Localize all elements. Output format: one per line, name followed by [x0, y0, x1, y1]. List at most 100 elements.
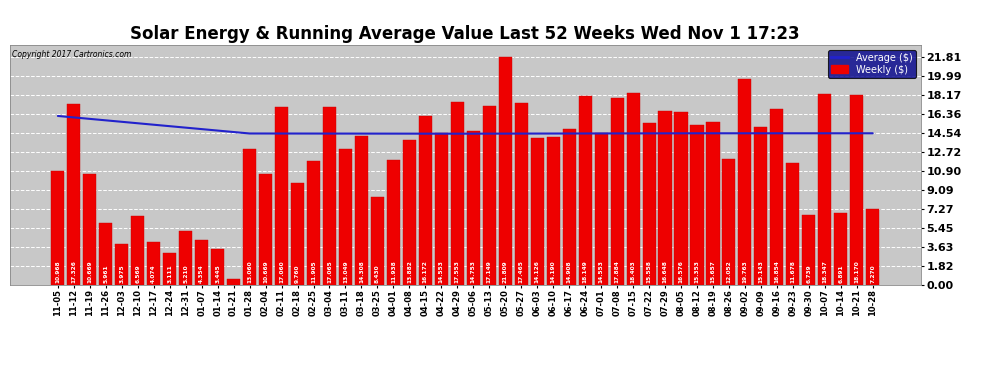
Text: 3.111: 3.111: [167, 265, 172, 284]
Bar: [339, 149, 352, 285]
Text: 10.968: 10.968: [55, 261, 60, 284]
Text: 13.882: 13.882: [407, 261, 412, 284]
Bar: [51, 171, 64, 285]
Text: 6.569: 6.569: [136, 265, 141, 284]
Bar: [723, 159, 736, 285]
Text: 14.308: 14.308: [359, 261, 364, 284]
Text: 5.961: 5.961: [103, 265, 108, 284]
Bar: [259, 174, 272, 285]
Bar: [115, 243, 129, 285]
Bar: [611, 98, 624, 285]
Text: 11.938: 11.938: [391, 261, 396, 284]
Text: 19.763: 19.763: [742, 261, 747, 284]
Text: 16.576: 16.576: [678, 261, 683, 284]
Bar: [275, 107, 288, 285]
Bar: [354, 136, 368, 285]
Bar: [499, 57, 512, 285]
Bar: [515, 103, 528, 285]
Text: 4.354: 4.354: [199, 265, 204, 284]
Bar: [291, 183, 304, 285]
Bar: [211, 249, 224, 285]
Text: 21.809: 21.809: [503, 261, 508, 284]
Text: 9.760: 9.760: [295, 265, 300, 284]
Bar: [163, 252, 176, 285]
Text: 18.347: 18.347: [823, 261, 828, 284]
Text: 13.049: 13.049: [343, 261, 347, 284]
Text: 12.052: 12.052: [727, 261, 732, 284]
Text: 17.065: 17.065: [327, 261, 332, 284]
Bar: [643, 123, 655, 285]
Bar: [148, 243, 160, 285]
Text: 14.753: 14.753: [471, 261, 476, 284]
Bar: [786, 163, 799, 285]
Text: 17.884: 17.884: [615, 261, 620, 284]
Text: 17.326: 17.326: [71, 261, 76, 284]
Text: 15.657: 15.657: [711, 261, 716, 284]
Text: 13.060: 13.060: [248, 261, 252, 284]
Text: 16.172: 16.172: [423, 261, 428, 284]
Text: 15.143: 15.143: [758, 261, 763, 284]
Text: 3.445: 3.445: [215, 265, 220, 284]
Bar: [595, 133, 608, 285]
Bar: [531, 138, 544, 285]
Bar: [67, 104, 80, 285]
Bar: [690, 125, 704, 285]
Text: 15.353: 15.353: [695, 261, 700, 284]
Bar: [835, 213, 847, 285]
Bar: [819, 93, 832, 285]
Text: 14.126: 14.126: [535, 261, 540, 284]
Bar: [227, 279, 241, 285]
Text: 17.149: 17.149: [487, 261, 492, 284]
Bar: [466, 131, 480, 285]
Bar: [99, 223, 112, 285]
Text: 16.854: 16.854: [774, 261, 779, 284]
Bar: [483, 106, 496, 285]
Bar: [627, 93, 640, 285]
Bar: [419, 116, 432, 285]
Bar: [307, 161, 320, 285]
Bar: [450, 102, 464, 285]
Text: 5.210: 5.210: [183, 265, 188, 284]
Bar: [802, 214, 816, 285]
Text: 3.975: 3.975: [119, 265, 125, 284]
Title: Solar Energy & Running Average Value Last 52 Weeks Wed Nov 1 17:23: Solar Energy & Running Average Value Las…: [131, 26, 800, 44]
Bar: [658, 111, 671, 285]
Bar: [435, 133, 447, 285]
Text: 14.553: 14.553: [599, 261, 604, 284]
Bar: [403, 140, 416, 285]
Text: 8.430: 8.430: [375, 265, 380, 284]
Text: 18.403: 18.403: [631, 261, 636, 284]
Text: 7.270: 7.270: [870, 265, 875, 284]
Legend: Average ($), Weekly ($): Average ($), Weekly ($): [828, 50, 916, 78]
Bar: [562, 129, 576, 285]
Bar: [195, 240, 208, 285]
Bar: [707, 122, 720, 285]
Text: 14.908: 14.908: [566, 261, 571, 284]
Text: 6.891: 6.891: [839, 265, 843, 284]
Bar: [739, 79, 751, 285]
Text: 11.678: 11.678: [790, 261, 795, 284]
Bar: [371, 197, 384, 285]
Bar: [323, 107, 336, 285]
Bar: [674, 112, 688, 285]
Bar: [754, 127, 767, 285]
Bar: [387, 160, 400, 285]
Text: 17.465: 17.465: [519, 261, 524, 284]
Text: 6.739: 6.739: [806, 265, 812, 284]
Text: Copyright 2017 Cartronics.com: Copyright 2017 Cartronics.com: [12, 50, 131, 59]
Text: 18.149: 18.149: [583, 261, 588, 284]
Text: 17.060: 17.060: [279, 261, 284, 284]
Text: 14.190: 14.190: [550, 261, 555, 284]
Text: 11.905: 11.905: [311, 261, 316, 284]
Text: 10.669: 10.669: [87, 261, 92, 284]
Text: 17.553: 17.553: [454, 261, 459, 284]
Text: 16.648: 16.648: [662, 261, 667, 284]
Bar: [770, 109, 783, 285]
Bar: [243, 149, 256, 285]
Text: 10.669: 10.669: [263, 261, 268, 284]
Bar: [578, 96, 592, 285]
Bar: [179, 231, 192, 285]
Bar: [83, 174, 96, 285]
Bar: [866, 209, 879, 285]
Bar: [132, 216, 145, 285]
